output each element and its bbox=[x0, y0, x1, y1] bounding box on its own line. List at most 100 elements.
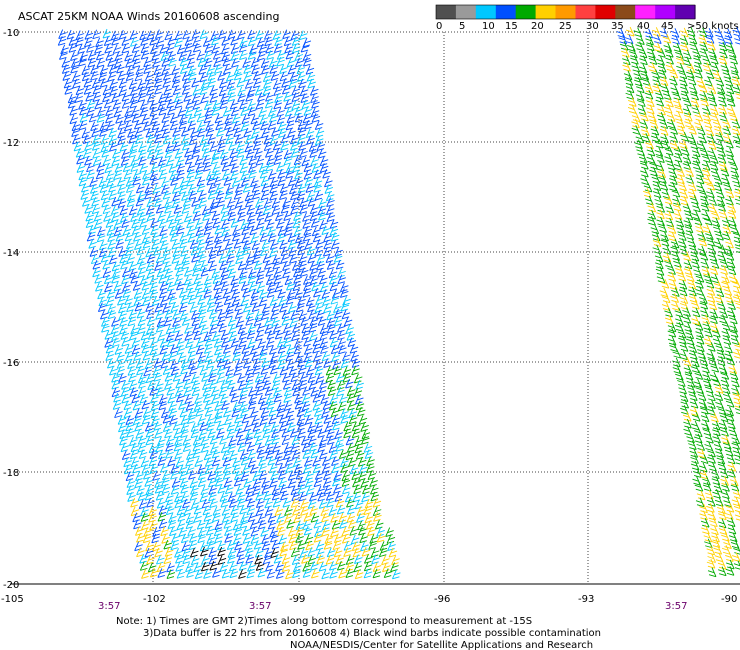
wind-barb bbox=[221, 450, 231, 461]
wind-barb bbox=[170, 359, 179, 370]
wind-barb bbox=[221, 226, 231, 237]
wind-barb bbox=[181, 253, 191, 264]
wind-barb bbox=[203, 57, 213, 68]
wind-barb bbox=[79, 113, 89, 123]
wind-barb bbox=[134, 119, 143, 130]
wind-barb bbox=[355, 380, 364, 390]
wind-barb bbox=[719, 468, 729, 479]
wind-barb bbox=[178, 119, 188, 130]
wind-barb bbox=[307, 302, 316, 313]
wind-barb bbox=[136, 254, 146, 265]
wind-barb bbox=[291, 43, 301, 54]
wind-barb bbox=[162, 78, 171, 88]
wind-barb bbox=[278, 414, 288, 424]
wind-barb bbox=[307, 428, 317, 439]
wind-barb bbox=[672, 196, 681, 206]
wind-barb bbox=[276, 162, 285, 172]
wind-barb bbox=[279, 183, 289, 194]
wind-barb bbox=[229, 156, 238, 167]
wind-barb bbox=[361, 429, 371, 440]
wind-barb bbox=[227, 29, 237, 40]
wind-barb bbox=[376, 532, 386, 543]
legend-tick-5: 5 bbox=[459, 21, 465, 32]
wind-barb bbox=[332, 420, 341, 431]
wind-barb bbox=[153, 421, 163, 431]
wind-barb bbox=[71, 121, 81, 132]
wind-barb bbox=[160, 526, 169, 537]
wind-barb bbox=[725, 138, 734, 149]
wind-barb bbox=[705, 278, 715, 289]
wind-barb bbox=[275, 561, 284, 572]
wind-barb bbox=[644, 89, 654, 100]
wind-barb bbox=[296, 72, 306, 82]
wind-barb bbox=[127, 191, 136, 202]
wind-barb bbox=[306, 365, 315, 376]
wind-barb bbox=[717, 518, 727, 529]
wind-barb bbox=[713, 544, 723, 555]
wind-barb bbox=[166, 98, 175, 109]
wind-barb bbox=[367, 526, 376, 537]
wind-barb bbox=[677, 271, 687, 282]
wind-barb bbox=[697, 231, 706, 241]
wind-barb bbox=[260, 527, 269, 537]
wind-barb bbox=[157, 331, 166, 342]
wind-barb bbox=[130, 274, 139, 284]
wind-barb bbox=[237, 260, 247, 271]
wind-barb bbox=[134, 541, 143, 552]
wind-barb bbox=[326, 260, 336, 270]
wind-barb bbox=[256, 51, 266, 61]
wind-barb bbox=[255, 274, 265, 284]
wind-barb bbox=[725, 238, 734, 249]
wind-barb bbox=[146, 197, 155, 208]
wind-barb bbox=[107, 309, 117, 320]
wind-barb bbox=[631, 125, 641, 135]
wind-barb bbox=[154, 133, 163, 144]
wind-barb bbox=[184, 147, 193, 158]
wind-barb bbox=[218, 86, 228, 97]
wind-barb bbox=[242, 287, 251, 298]
wind-barb bbox=[669, 68, 679, 79]
wind-barb bbox=[350, 352, 359, 362]
wind-barb bbox=[162, 246, 172, 257]
wind-barb bbox=[148, 506, 157, 517]
wind-barb bbox=[242, 240, 252, 250]
wind-barb bbox=[388, 547, 398, 558]
wind-barb bbox=[293, 463, 303, 474]
wind-barb bbox=[258, 470, 268, 481]
wind-barb bbox=[101, 148, 110, 158]
wind-barb bbox=[196, 239, 206, 250]
wind-barb bbox=[288, 78, 298, 89]
wind-barb bbox=[132, 225, 141, 235]
wind-barb bbox=[252, 485, 261, 496]
wind-barb bbox=[178, 470, 188, 481]
wind-barb bbox=[227, 492, 237, 502]
wind-barb bbox=[237, 30, 246, 40]
wind-barb bbox=[305, 296, 315, 307]
wind-barb bbox=[301, 554, 310, 564]
wind-barb bbox=[220, 155, 230, 166]
wind-barb bbox=[733, 237, 740, 247]
wind-barb bbox=[284, 43, 293, 54]
wind-barb bbox=[175, 457, 185, 468]
wind-barb bbox=[283, 155, 293, 166]
wind-barb bbox=[250, 233, 260, 243]
wind-barb bbox=[88, 224, 97, 235]
wind-barb bbox=[688, 34, 698, 45]
wind-barb bbox=[313, 352, 322, 362]
wind-barb bbox=[299, 86, 309, 97]
wind-barb bbox=[128, 205, 138, 216]
wind-barb bbox=[288, 365, 298, 376]
wind-barb bbox=[299, 204, 308, 215]
wind-barb bbox=[323, 540, 333, 550]
wind-barb bbox=[166, 281, 176, 292]
wind-barb bbox=[700, 307, 709, 318]
wind-barb bbox=[217, 555, 227, 565]
wind-barb bbox=[679, 294, 689, 304]
wind-barb bbox=[273, 274, 283, 285]
wind-barb bbox=[660, 231, 669, 242]
wind-barb bbox=[281, 78, 290, 88]
wind-barb bbox=[346, 497, 355, 508]
wind-barb bbox=[264, 36, 273, 47]
wind-barb bbox=[712, 433, 721, 444]
